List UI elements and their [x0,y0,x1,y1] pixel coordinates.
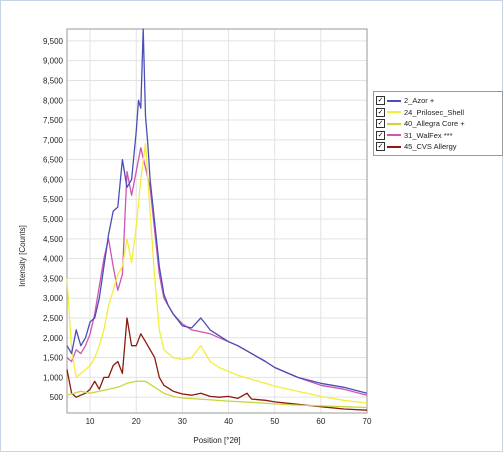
y-tick-label: 7,500 [43,116,64,125]
legend-item[interactable]: ✓ 2_Azor + [376,95,434,106]
y-tick-label: 3,000 [43,294,64,303]
series-line-45-cvs-allergy [66,317,368,411]
series-lines [66,28,368,411]
series-line-40-allegra-core [66,380,368,409]
legend-label: 45_CVS Allergy [404,142,457,151]
series-line-24-prilosec-shell [66,143,368,404]
y-tick-label: 3,500 [43,274,64,283]
legend-label: 31_WalFex *** [404,130,453,140]
y-tick-label: 2,000 [43,334,64,343]
y-tick-label: 9,500 [43,37,64,46]
y-tick-label: 2,500 [43,314,64,323]
legend-item[interactable]: ✓ 24_Prilosec_Shell [376,107,464,118]
legend-swatch [387,111,401,113]
x-tick-labels: 10 20 30 40 50 60 70 [86,417,372,426]
legend-checkbox[interactable]: ✓ [376,119,385,128]
y-tick-labels: 500 1,000 1,500 2,000 2,500 3,000 3,500 4,000 4,… [43,37,64,402]
y-tick-label: 500 [50,393,64,402]
y-tick-label: 4,000 [43,255,64,264]
y-axis-title: Intensity [Counts] [18,225,27,287]
y-tick-label: 7,000 [43,136,64,145]
legend-checkbox[interactable]: ✓ [376,130,385,140]
y-tick-label: 5,000 [43,215,64,224]
legend-label: 2_Azor + [404,96,435,105]
legend-item[interactable]: ✓ 45_CVS Allergy [376,141,457,152]
legend-swatch [387,99,401,102]
y-tick-label: 1,000 [43,373,64,382]
x-tick-label: 60 [316,417,325,426]
series-line-2-azor [66,28,368,394]
y-tick-label: 1,500 [43,354,64,363]
x-tick-label: 40 [224,417,233,426]
y-tick-label: 9,000 [43,57,64,66]
grid-lines [67,29,368,413]
y-tick-label: 5,500 [43,195,64,204]
legend: ✓ 2_Azor + ✓ 24_Prilosec_Shell ✓ 40_Allegra C… [373,91,503,156]
y-tick-label: 6,500 [43,156,64,165]
y-tick-label: 4,500 [43,235,64,244]
x-tick-label: 70 [363,417,372,426]
x-tick-label: 30 [178,417,187,426]
legend-label: 40_Allegra Core + [404,119,465,128]
y-tick-label: 8,000 [43,96,64,105]
legend-swatch [387,134,401,136]
x-axis-title: Position [°2θ] [193,436,240,445]
y-tick-label: 8,500 [43,76,64,85]
plot-area [66,28,368,414]
x-tick-label: 10 [86,417,95,426]
legend-checkbox[interactable]: ✓ [376,96,385,105]
legend-item[interactable]: ✓ 31_WalFex *** [376,130,453,141]
legend-checkbox[interactable]: ✓ [376,107,385,117]
y-tick-label: 6,000 [43,175,64,184]
legend-label: 24_Prilosec_Shell [404,107,465,117]
x-tick-label: 20 [132,417,141,426]
x-tick-label: 50 [270,417,279,426]
legend-swatch [387,122,401,125]
legend-swatch [387,145,401,148]
legend-item[interactable]: ✓ 40_Allegra Core + [376,118,465,129]
series-line-31-walfex [66,147,368,396]
legend-checkbox[interactable]: ✓ [376,142,385,151]
